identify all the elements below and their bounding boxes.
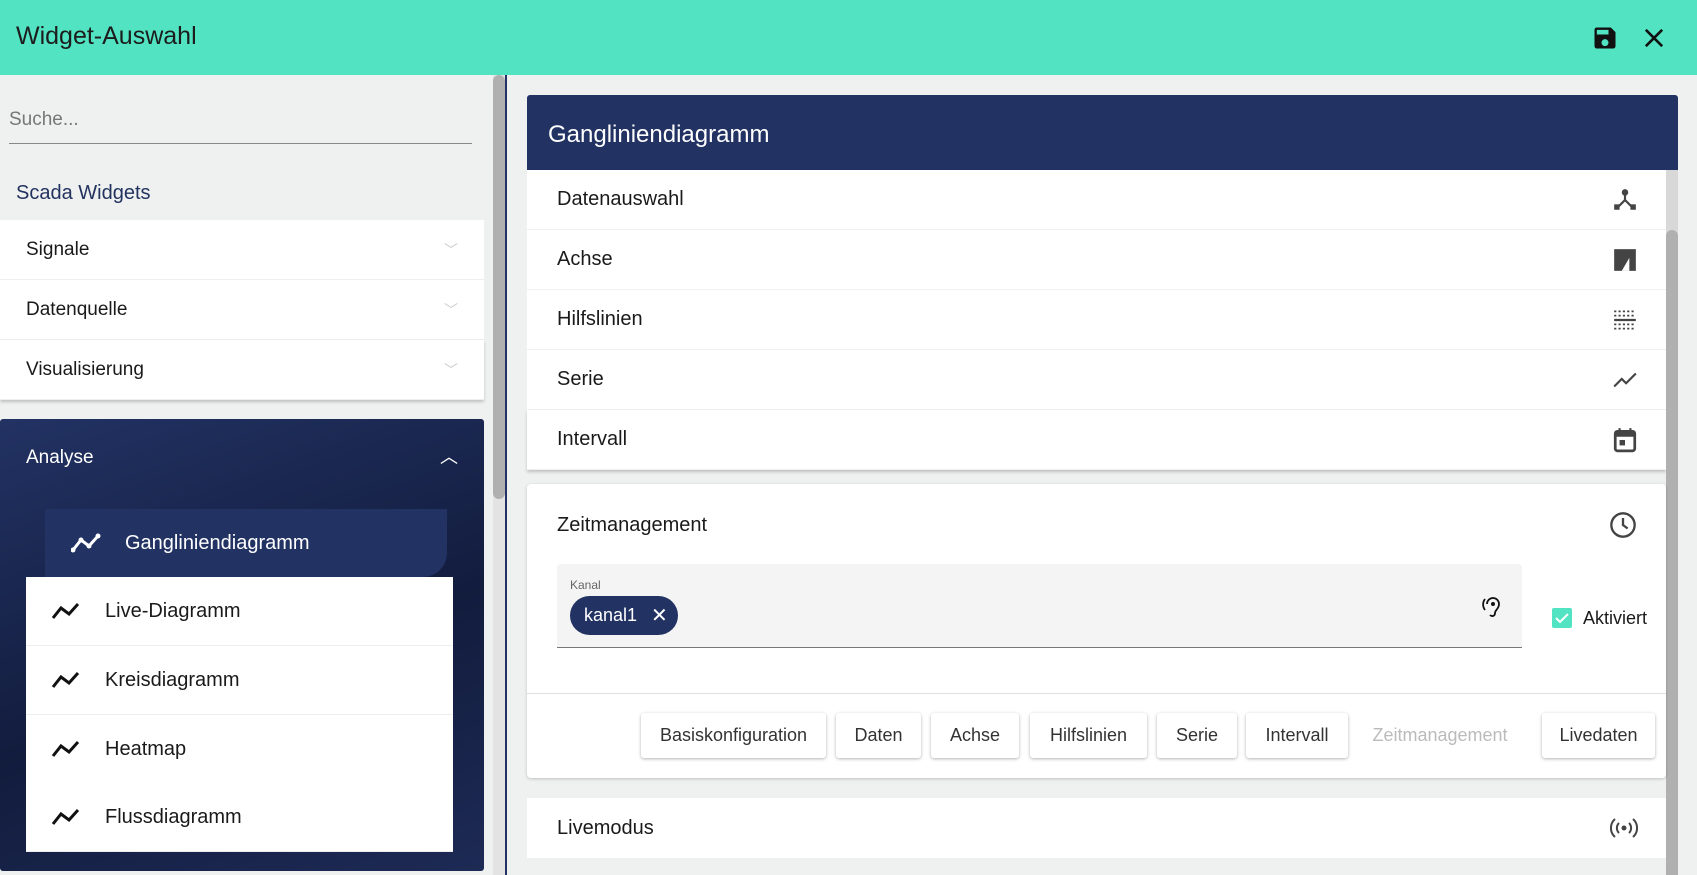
section-datenauswahl[interactable]: Datenauswahl	[527, 170, 1666, 230]
group-visualisierung[interactable]: Visualisierung ﹀	[0, 340, 484, 400]
widget-item-live-diagramm[interactable]: Live-Diagramm	[26, 577, 453, 646]
item-label: Flussdiagramm	[105, 805, 242, 828]
btn-intervall[interactable]: Intervall	[1246, 713, 1348, 758]
group-label[interactable]: Analyse	[26, 447, 94, 468]
zeitmanagement-card: Zeitmanagement Kanal kanal1 ✕ Aktiviert B…	[527, 484, 1666, 778]
divider	[505, 75, 507, 875]
section-label: Datenauswahl	[557, 188, 684, 210]
save-icon[interactable]	[1591, 24, 1619, 52]
widget-item-gangliniendiagramm[interactable]: Gangliniendiagramm	[45, 509, 447, 577]
line-chart-icon	[51, 602, 80, 619]
aktiviert-checkbox[interactable]	[1552, 608, 1572, 628]
group-label: Datenquelle	[26, 298, 128, 320]
search-input[interactable]	[9, 96, 472, 144]
item-label: Gangliniendiagramm	[125, 531, 310, 554]
remove-chip-icon[interactable]: ✕	[651, 605, 668, 627]
btn-basiskonfiguration[interactable]: Basiskonfiguration	[641, 713, 826, 758]
group-analyse: Analyse ︿ Gangliniendiagramm Live-Diagra…	[0, 419, 484, 871]
line-chart-icon	[51, 671, 80, 688]
group-label: Signale	[26, 238, 90, 260]
section-hilfslinien[interactable]: Hilfslinien	[527, 290, 1666, 350]
line-chart-icon	[71, 533, 101, 553]
dialog-title: Widget-Auswahl	[16, 22, 197, 50]
group-datenquelle[interactable]: Datenquelle ﹀	[0, 280, 484, 340]
hub-icon	[1614, 188, 1636, 210]
checkbox-label: Aktiviert	[1583, 608, 1648, 628]
widget-item-heatmap[interactable]: Heatmap	[26, 715, 453, 784]
chip-label: kanal1	[584, 605, 638, 625]
sidebar-scrollbar[interactable]	[493, 75, 505, 499]
widget-item-flussdiagramm[interactable]: Flussdiagramm	[26, 783, 453, 852]
divider	[527, 693, 1666, 694]
btn-achse[interactable]: Achse	[931, 713, 1019, 758]
section-achse[interactable]: Achse	[527, 230, 1666, 290]
app-header: Widget-Auswahl	[0, 0, 1697, 75]
section-label: Intervall	[557, 428, 628, 450]
line-chart-icon	[51, 808, 80, 825]
listen-icon[interactable]	[1480, 594, 1504, 620]
section-label: Hilfslinien	[557, 308, 643, 330]
group-signale[interactable]: Signale ﹀	[0, 220, 484, 280]
section-title: Scada Widgets	[16, 182, 151, 204]
section-serie[interactable]: Serie	[527, 350, 1666, 410]
btn-livedaten[interactable]: Livedaten	[1542, 713, 1655, 758]
panel-title: Gangliniendiagramm	[527, 95, 1678, 170]
broadcast-icon	[1610, 818, 1638, 838]
btn-zeitmanagement: Zeitmanagement	[1365, 713, 1515, 758]
section-livemodus[interactable]: Livemodus	[527, 798, 1666, 858]
gridlines-icon	[1614, 309, 1636, 330]
calendar-icon	[1613, 427, 1637, 452]
line-chart-icon	[1613, 372, 1637, 387]
section-label: Serie	[557, 368, 604, 390]
section-label: Achse	[557, 248, 613, 270]
item-label: Live-Diagramm	[105, 599, 241, 622]
close-icon[interactable]	[1640, 24, 1668, 52]
section-label: Livemodus	[557, 816, 654, 839]
clock-icon	[1610, 512, 1636, 538]
chevron-down-icon: ﹀	[444, 301, 458, 318]
chip-kanal1: kanal1 ✕	[570, 596, 678, 635]
item-label: Kreisdiagramm	[105, 668, 240, 691]
chevron-up-icon[interactable]: ︿	[440, 447, 458, 467]
card-title: Zeitmanagement	[557, 514, 708, 536]
group-label: Visualisierung	[26, 358, 144, 380]
btn-serie[interactable]: Serie	[1157, 713, 1237, 758]
field-label: Kanal	[570, 578, 601, 592]
btn-daten[interactable]: Daten	[836, 713, 921, 758]
section-intervall[interactable]: Intervall	[527, 410, 1666, 470]
check-icon	[1555, 613, 1569, 624]
chevron-down-icon: ﹀	[444, 361, 458, 378]
btn-hilfslinien[interactable]: Hilfslinien	[1030, 713, 1147, 758]
main-scrollbar[interactable]	[1666, 230, 1678, 875]
axis-icon	[1614, 248, 1636, 271]
widget-item-kreisdiagramm[interactable]: Kreisdiagramm	[26, 646, 453, 715]
chevron-down-icon: ﹀	[444, 241, 458, 258]
item-label: Heatmap	[105, 737, 187, 760]
line-chart-icon	[51, 740, 80, 757]
kanal-field[interactable]: Kanal kanal1 ✕	[557, 564, 1522, 648]
